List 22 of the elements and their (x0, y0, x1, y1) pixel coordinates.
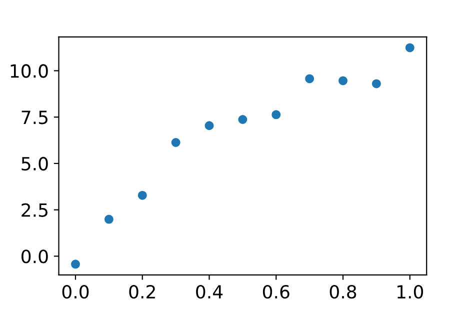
point (70, 260, 80, 269)
x-tick-label: 0.2 (129, 284, 155, 299)
y-tick-label: 7.5 (22, 110, 48, 124)
x-tick-label: 0.4 (196, 284, 223, 299)
x-tick-label: 1.0 (398, 284, 424, 299)
x-tick-label: 0.8 (330, 284, 356, 299)
y-tick-label: 0.0 (22, 250, 48, 264)
x-tick-label: 0.6 (262, 284, 290, 299)
point (272, 110, 281, 120)
point (305, 74, 314, 84)
point (405, 43, 414, 52)
point (171, 138, 180, 147)
x-tick-label: 0.0 (62, 284, 89, 299)
y-tick-label: 5.0 (22, 156, 48, 171)
point (104, 214, 114, 224)
point (238, 115, 248, 124)
point (138, 190, 147, 200)
point (338, 76, 348, 86)
y-tick-label: 10.0 (10, 64, 48, 78)
point (204, 121, 214, 130)
point (372, 79, 381, 88)
y-tick-label: 2.5 (22, 203, 48, 217)
